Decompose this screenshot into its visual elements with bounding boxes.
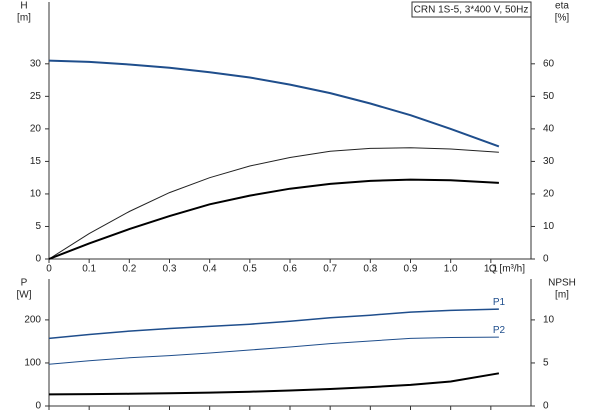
y-tick-label: 25 (30, 91, 42, 102)
y-tick-label: 0 (35, 401, 41, 412)
series-line (48, 59, 500, 148)
y-tick-label: 200 (24, 315, 41, 326)
x-tick-label: 0.1 (82, 264, 96, 275)
series-label: P1 (493, 297, 506, 308)
x-tick-label: 1.0 (444, 264, 458, 275)
y-tick-label: 20 (30, 124, 42, 135)
x-tick-label: 0.8 (363, 264, 377, 275)
y2-axis-label: NPSH (548, 278, 576, 289)
y-axis-label: P (21, 278, 28, 289)
y2-tick-label: 30 (543, 156, 555, 167)
series-line (48, 336, 499, 365)
series-line (48, 178, 499, 260)
y2-tick-label: 0 (543, 254, 549, 265)
y-tick-label: 15 (30, 156, 42, 167)
y2-axis-label: [m] (555, 290, 569, 301)
title-frame (411, 1, 532, 18)
series-line (48, 372, 500, 396)
series-line (48, 308, 499, 340)
y2-tick-label: 5 (543, 358, 549, 369)
series-label: P2 (493, 325, 506, 336)
y2-tick-label: 50 (543, 91, 555, 102)
y-tick-label: 100 (24, 358, 41, 369)
y2-tick-label: 0 (543, 401, 549, 412)
y-tick-label: 10 (30, 189, 42, 200)
y-tick-label: 30 (30, 58, 42, 69)
y2-axis-label: eta (555, 1, 569, 12)
x-tick-label: 1.1 (484, 264, 498, 275)
x-tick-label: 0.7 (323, 264, 337, 275)
series-line (48, 147, 499, 260)
y2-tick-label: 60 (543, 58, 555, 69)
chart-title: CRN 1S-5, 3*400 V, 50Hz (414, 5, 529, 16)
x-tick-label: 0.4 (203, 264, 217, 275)
title-box: CRN 1S-5, 3*400 V, 50Hz (411, 1, 532, 18)
x-tick-label: 0.5 (243, 264, 257, 275)
y2-tick-label: 20 (543, 189, 555, 200)
y2-tick-label: 10 (543, 315, 555, 326)
x-tick-label: 0.6 (283, 264, 297, 275)
y-axis-label: [W] (17, 290, 32, 301)
x-tick-label: 0 (46, 264, 52, 275)
y-tick-label: 5 (35, 221, 41, 232)
y-axis-label: [m] (17, 13, 31, 24)
x-tick-label: 0.2 (122, 264, 136, 275)
y2-axis-label: [%] (555, 13, 570, 24)
y-tick-label: 0 (35, 254, 41, 265)
x-axis-label: Q [m³/h] (489, 264, 525, 275)
y2-tick-label: 10 (543, 221, 555, 232)
x-tick-label: 0.9 (404, 264, 418, 275)
x-tick-label: 0.3 (163, 264, 177, 275)
y2-tick-label: 40 (543, 124, 555, 135)
y-axis-label: H (20, 1, 27, 12)
